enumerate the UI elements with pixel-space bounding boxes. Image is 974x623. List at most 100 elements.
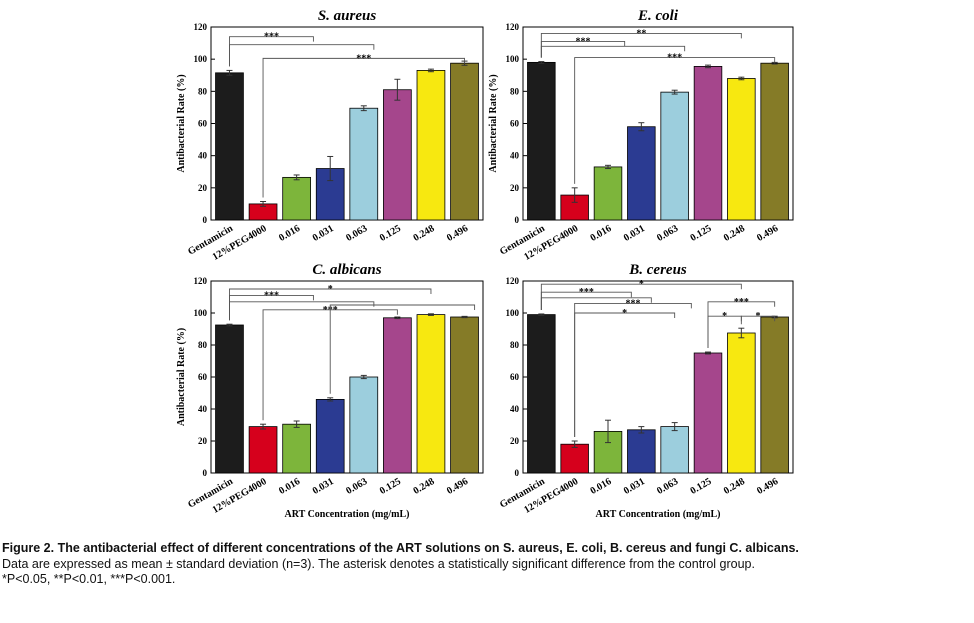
bar (383, 317, 412, 474)
category-label: 0.031 (622, 476, 647, 497)
bar (593, 166, 623, 221)
category-label: 0.496 (445, 223, 470, 244)
category-label: 0.063 (344, 223, 369, 244)
bar (660, 91, 689, 221)
significance-label: *** (264, 290, 279, 301)
figure-caption: Figure 2. The antibacterial effect of di… (2, 541, 972, 588)
caption-title: Figure 2. The antibacterial effect of di… (2, 541, 799, 555)
bar (760, 62, 789, 221)
chart-title: E. coli (637, 8, 679, 24)
significance-label: *** (356, 53, 371, 64)
bar (560, 443, 589, 474)
significance-label: ** (636, 28, 646, 39)
bar (450, 316, 479, 474)
x-axis-label: ART Concentration (mg/mL) (595, 509, 720, 520)
significance-label: * (756, 311, 761, 322)
figure-panels: S. aureus 0 20 40 60 80 100 120 Antibacterial Ra… (176, 8, 794, 520)
y-tick-label: 80 (510, 86, 520, 96)
y-tick-label: 60 (198, 372, 208, 382)
category-label: 0.248 (411, 476, 436, 497)
category-label: 0.016 (277, 476, 302, 497)
bar (760, 316, 789, 474)
significance-bracket (740, 315, 776, 325)
y-tick-label: 120 (194, 22, 208, 32)
category-label: 0.063 (344, 476, 369, 497)
y-tick-label: 20 (510, 436, 520, 446)
bar (282, 176, 311, 221)
significance-bracket (574, 57, 776, 184)
significance-bracket (329, 304, 476, 394)
y-tick-label: 80 (198, 86, 208, 96)
panel-4: B. cereus020406080100120Gentamicin12%PEG… (498, 262, 794, 520)
y-tick-label: 0 (515, 215, 520, 225)
y-tick-label: 120 (194, 276, 208, 286)
panel-1: S. aureus 0 20 40 60 80 100 120 Antibacterial Ra… (176, 8, 484, 263)
significance-label: * (639, 279, 644, 290)
chart-title: C. albicans (312, 262, 381, 278)
y-tick-label: 20 (198, 436, 208, 446)
significance-bracket (262, 57, 465, 198)
y-tick-label: 60 (510, 119, 520, 129)
significance-bracket (574, 302, 692, 437)
y-tick-label: 40 (510, 151, 520, 161)
bar (660, 426, 689, 474)
y-tick-label: 0 (203, 215, 208, 225)
category-label: 0.031 (622, 223, 647, 244)
category-label: 0.125 (378, 476, 403, 497)
significance-label: * (622, 308, 627, 319)
y-tick-label: 80 (510, 340, 520, 350)
bar (349, 107, 379, 221)
y-tick-label: 80 (198, 340, 208, 350)
category-label: 0.031 (311, 476, 336, 497)
bar (727, 332, 756, 474)
category-label: 0.016 (589, 223, 614, 244)
bar (215, 72, 244, 221)
bar (282, 423, 311, 474)
caption-significance-key: *P<0.05, **P<0.01, ***P<0.001. (2, 572, 176, 586)
y-tick-label: 20 (198, 183, 208, 193)
panel-3: C. albicans 0 20 40 60 80 100 120 Antibacterial … (176, 262, 484, 520)
chart-title: S. aureus (318, 8, 377, 24)
y-axis-label: Antibacterial Rate (%) (176, 328, 187, 426)
category-label: 0.496 (755, 476, 780, 497)
significance-label: *** (264, 32, 279, 43)
significance-bracket (229, 44, 375, 67)
y-tick-label: 100 (506, 54, 520, 64)
y-axis-label: Antibacterial Rate (%) (488, 74, 499, 172)
y-tick-label: 0 (515, 468, 520, 478)
category-label: 0.496 (755, 223, 780, 244)
y-tick-label: 60 (198, 119, 208, 129)
bar (693, 352, 723, 474)
bar (627, 126, 656, 221)
category-label: 0.496 (445, 476, 470, 497)
bar (416, 70, 446, 221)
significance-bracket (574, 312, 676, 437)
bar (727, 78, 756, 221)
y-tick-label: 60 (510, 372, 520, 382)
y-tick-label: 100 (194, 308, 208, 318)
category-label: 0.248 (722, 223, 747, 244)
y-tick-label: 40 (198, 151, 208, 161)
significance-bracket (229, 301, 375, 321)
y-tick-label: 100 (506, 308, 520, 318)
category-label: 0.125 (378, 223, 403, 244)
y-tick-label: 40 (510, 404, 520, 414)
y-tick-label: 120 (506, 22, 520, 32)
category-label: 0.248 (411, 223, 436, 244)
significance-label: * (328, 284, 333, 295)
category-label: 0.016 (277, 223, 302, 244)
bar (527, 314, 556, 474)
bar (383, 89, 412, 221)
significance-label: *** (734, 297, 749, 308)
y-tick-label: 40 (198, 404, 208, 414)
x-axis-label: ART Concentration (mg/mL) (284, 509, 409, 520)
category-label: 0.248 (722, 476, 747, 497)
bar (627, 429, 656, 474)
category-label: 0.016 (589, 476, 614, 497)
caption-stats-note: Data are expressed as mean ± standard de… (2, 556, 755, 571)
significance-label: *** (576, 36, 591, 47)
significance-label: *** (579, 287, 594, 298)
chart-title: B. cereus (628, 262, 687, 278)
significance-label: *** (667, 53, 682, 64)
bar (215, 324, 244, 474)
